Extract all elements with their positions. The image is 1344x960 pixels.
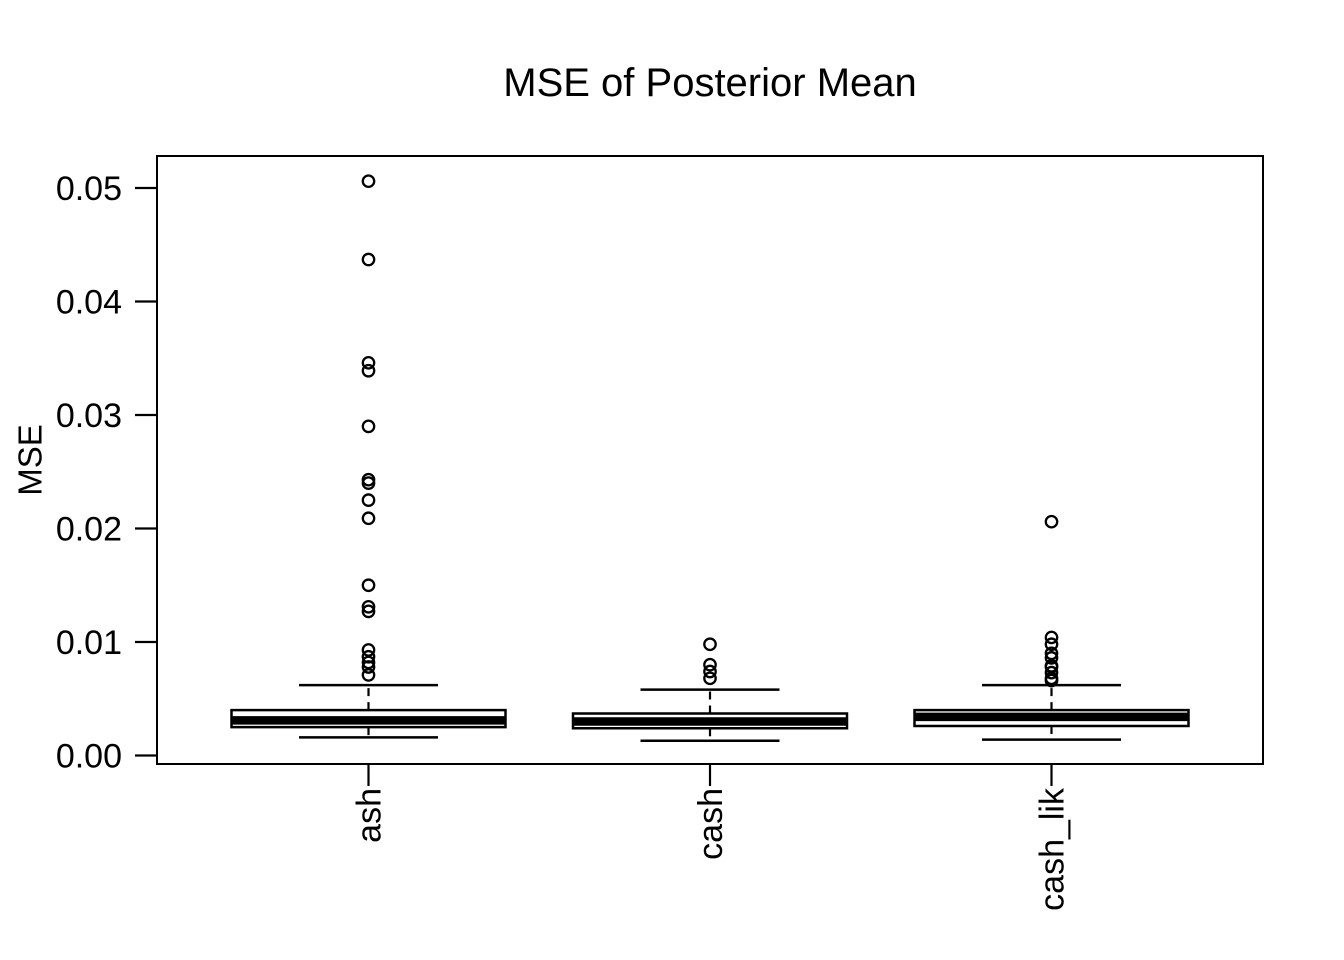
y-tick-label: 0.03 — [56, 397, 122, 435]
outlier-point-cash_lik — [1044, 646, 1059, 661]
outlier-point-cash — [703, 664, 717, 679]
outlier-point-cash — [703, 657, 717, 672]
y-axis-title: MSE — [12, 424, 49, 496]
outlier-point-ash — [361, 472, 376, 487]
x-category-label-ash: ash — [350, 788, 388, 843]
outlier-point-ash — [361, 419, 376, 434]
outlier-point-cash — [703, 671, 717, 686]
outlier-point-ash — [361, 493, 376, 507]
chart-title: MSE of Posterior Mean — [503, 61, 917, 105]
outlier-point-cash_lik — [1044, 665, 1059, 680]
outlier-point-cash_lik — [1044, 630, 1059, 645]
y-tick-label: 0.04 — [56, 283, 122, 321]
x-category-label-cash: cash — [692, 788, 730, 860]
outlier-point-ash — [361, 355, 376, 370]
x-category-label-cash_lik: cash_lik — [1033, 787, 1071, 911]
plot-layer: 0.00 0.01 0.02 0.03 0.04 0.05 ash cash cash_lik — [56, 155, 1264, 911]
outlier-point-cash — [703, 637, 717, 652]
outlier-point-ash — [361, 604, 376, 619]
y-tick-label: 0.02 — [56, 510, 122, 548]
outlier-point-ash — [361, 363, 376, 378]
outlier-point-ash — [361, 599, 376, 614]
y-tick-label: 0.01 — [56, 624, 122, 662]
y-tick-label: 0.00 — [56, 737, 122, 775]
outlier-point-ash — [361, 643, 376, 657]
outlier-point-cash_lik — [1044, 637, 1059, 652]
outlier-point-ash — [361, 174, 376, 189]
outlier-point-ash — [361, 511, 376, 526]
outlier-point-ash — [361, 578, 376, 593]
y-tick-label: 0.05 — [56, 170, 122, 208]
outlier-point-ash — [361, 649, 376, 664]
outlier-point-cash_lik — [1044, 514, 1059, 529]
outlier-point-cash_lik — [1044, 651, 1059, 665]
outlier-point-ash — [361, 660, 376, 674]
outlier-point-ash — [361, 252, 376, 267]
